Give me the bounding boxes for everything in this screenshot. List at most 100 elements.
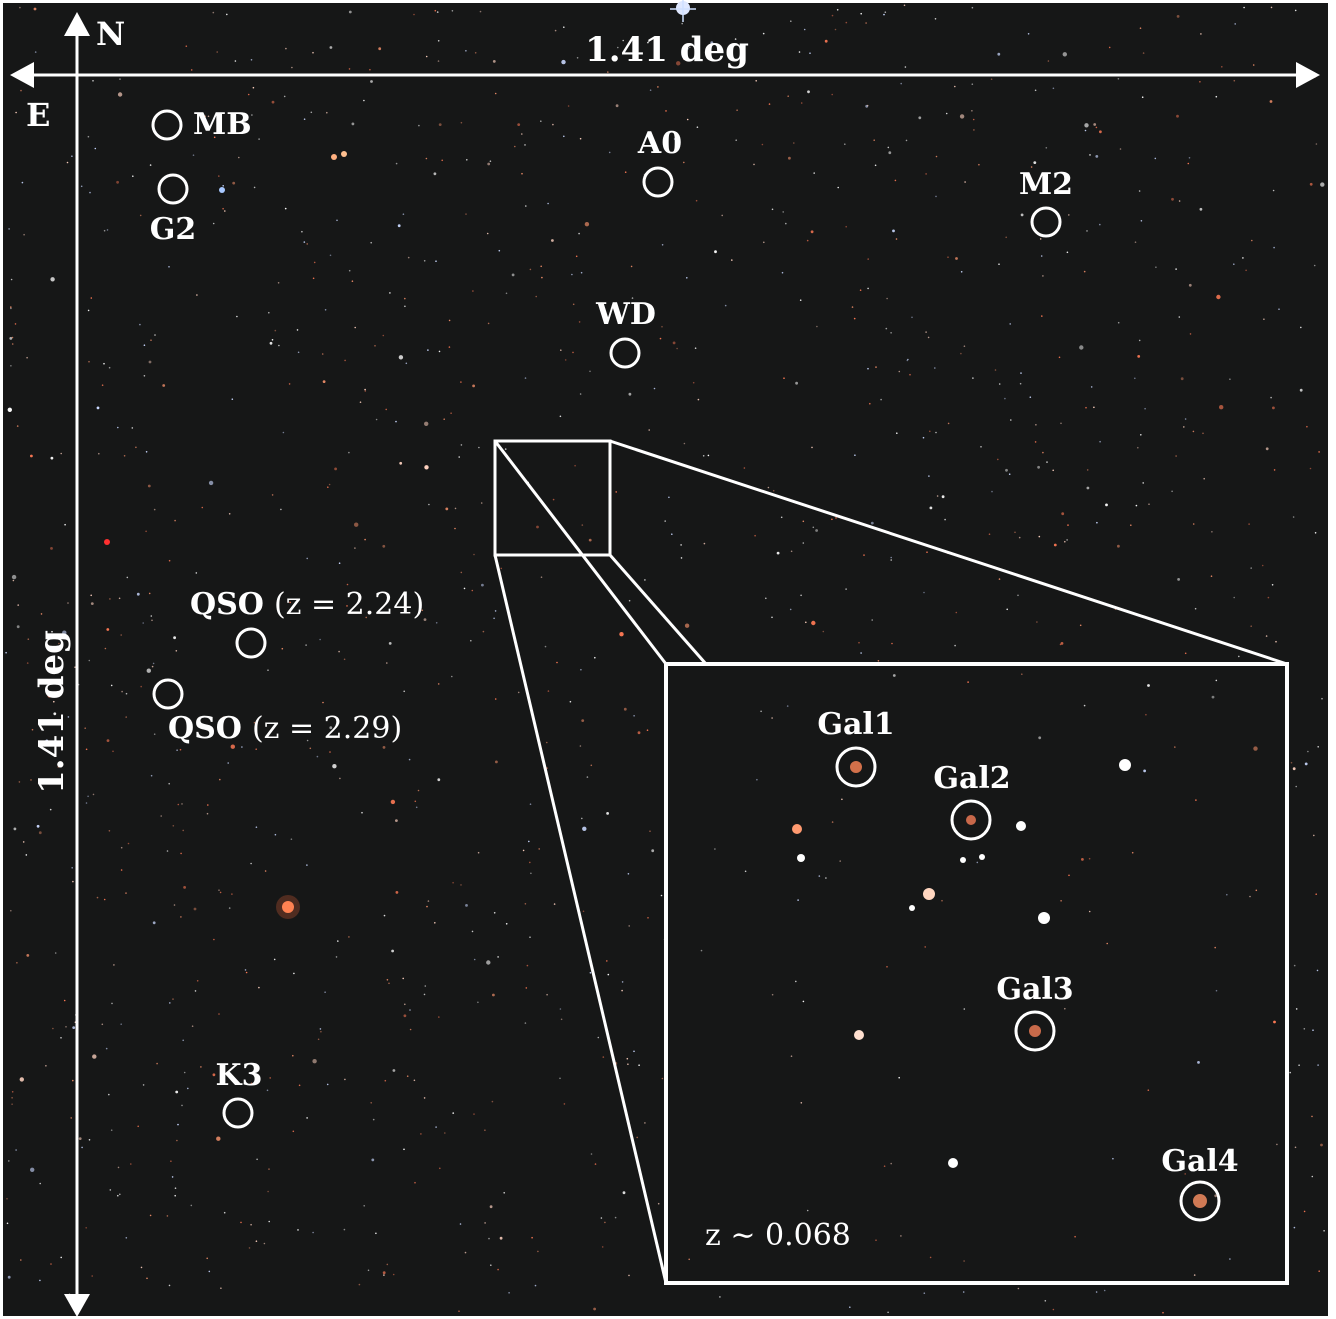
background-star xyxy=(444,1132,446,1134)
background-star xyxy=(894,179,897,182)
background-star xyxy=(661,1077,664,1080)
label-qso1: QSO (z = 2.24) xyxy=(190,587,424,622)
background-star xyxy=(320,1030,322,1033)
background-star xyxy=(470,639,472,642)
background-star xyxy=(1226,893,1228,896)
background-star xyxy=(354,547,356,549)
background-star xyxy=(500,567,503,570)
background-star xyxy=(117,426,119,429)
background-star xyxy=(361,811,363,814)
background-star xyxy=(1020,213,1024,217)
background-star xyxy=(389,292,391,294)
background-star xyxy=(31,728,34,731)
background-star xyxy=(1292,516,1295,518)
background-star xyxy=(482,630,485,633)
background-star xyxy=(334,467,337,471)
background-star xyxy=(845,588,847,590)
background-star xyxy=(834,28,837,31)
background-star xyxy=(1176,114,1179,118)
background-star xyxy=(1119,148,1122,150)
background-star xyxy=(887,1311,889,1314)
background-star xyxy=(580,668,582,671)
background-star xyxy=(1096,521,1098,524)
background-star xyxy=(45,739,49,743)
background-star xyxy=(267,1190,269,1193)
background-star xyxy=(306,243,309,245)
background-star xyxy=(1273,469,1276,471)
background-star xyxy=(290,838,293,840)
zoom-guides xyxy=(493,439,1288,1284)
background-star xyxy=(365,616,368,619)
background-star xyxy=(767,486,770,489)
background-star xyxy=(172,998,174,1000)
background-star xyxy=(559,415,562,418)
background-star xyxy=(721,214,723,217)
background-star xyxy=(7,407,12,412)
background-star xyxy=(125,1237,128,1239)
zoom-inset: Gal1 Gal2 Gal3 Gal4 z ∼ 0.068 xyxy=(664,662,1289,1285)
background-star xyxy=(106,739,110,742)
background-star xyxy=(281,647,284,650)
label-gal1: Gal1 xyxy=(817,707,894,742)
background-star xyxy=(590,764,593,767)
background-star xyxy=(574,464,576,467)
background-star xyxy=(146,1277,148,1280)
background-star xyxy=(815,529,818,532)
background-star xyxy=(493,912,496,914)
background-star xyxy=(258,986,260,989)
background-star xyxy=(125,716,127,718)
background-star xyxy=(811,620,816,626)
background-star xyxy=(185,45,188,47)
background-star xyxy=(30,454,33,458)
background-star xyxy=(420,1133,422,1135)
background-star xyxy=(404,1003,406,1006)
background-star xyxy=(407,256,410,259)
background-star xyxy=(1162,1311,1164,1314)
background-star xyxy=(871,619,873,621)
background-star xyxy=(1229,378,1231,381)
background-star xyxy=(687,48,689,50)
background-star xyxy=(168,559,171,562)
background-star xyxy=(1233,263,1235,266)
inset-star xyxy=(792,824,802,834)
background-star xyxy=(1176,15,1180,18)
background-star xyxy=(538,848,540,850)
background-star xyxy=(867,367,869,370)
background-star xyxy=(607,71,609,73)
background-star xyxy=(409,1009,411,1011)
background-star xyxy=(714,848,716,850)
background-star xyxy=(800,594,802,597)
background-star xyxy=(150,339,152,342)
background-star xyxy=(1099,130,1102,134)
background-star xyxy=(1312,1029,1314,1031)
background-star xyxy=(909,373,911,376)
background-star xyxy=(282,431,285,434)
background-star xyxy=(1309,182,1313,186)
background-star xyxy=(1252,64,1255,66)
background-star xyxy=(18,781,21,783)
inset-star xyxy=(1119,759,1131,771)
background-star xyxy=(702,455,705,457)
marker-qso1 xyxy=(235,627,267,659)
background-star xyxy=(743,467,746,469)
background-star xyxy=(771,616,773,619)
background-star xyxy=(96,896,99,899)
background-star xyxy=(783,377,785,380)
label-qso1-redshift: (z = 2.24) xyxy=(274,587,424,622)
background-star xyxy=(423,1097,426,1099)
background-star xyxy=(521,172,523,175)
marker-k3 xyxy=(222,1097,254,1129)
background-star xyxy=(541,276,543,279)
background-star xyxy=(17,604,20,606)
background-star xyxy=(392,1273,395,1276)
background-star xyxy=(1117,321,1120,324)
background-star xyxy=(529,936,531,938)
background-star xyxy=(606,812,609,815)
background-star xyxy=(433,172,437,176)
background-star xyxy=(1245,269,1247,272)
background-star xyxy=(1088,857,1091,860)
background-star xyxy=(1154,157,1157,160)
background-star xyxy=(497,956,499,958)
background-star xyxy=(499,1236,503,1240)
background-star xyxy=(413,1079,416,1082)
